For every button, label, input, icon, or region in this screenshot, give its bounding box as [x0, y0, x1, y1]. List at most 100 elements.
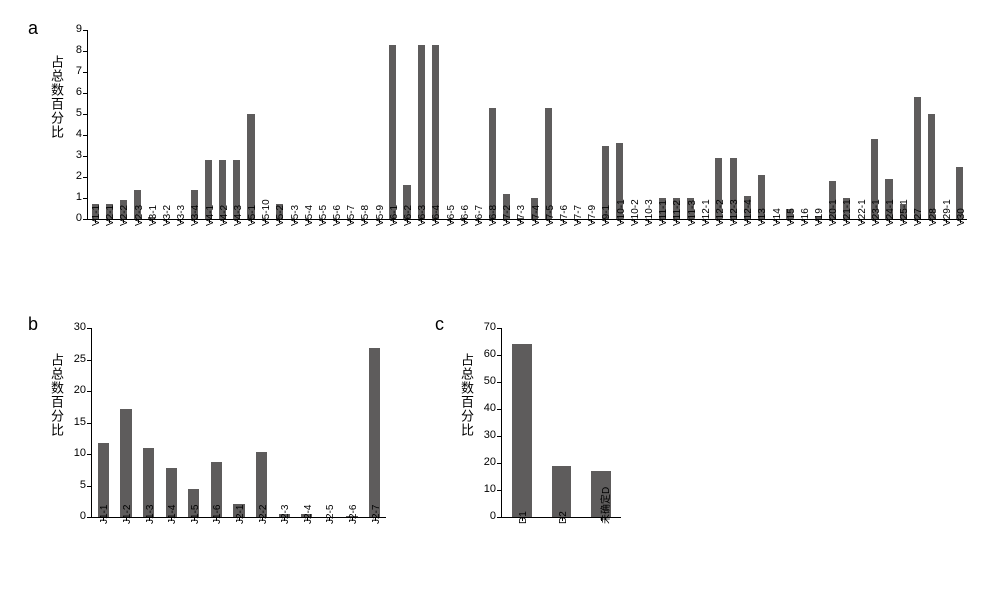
- x-tick-label: J2-6: [348, 505, 359, 524]
- y-tick-label: 1: [58, 191, 82, 203]
- x-tick-label: V30: [956, 208, 967, 226]
- x-tick-label: V5-1: [247, 205, 258, 226]
- y-tick-label: 70: [472, 321, 496, 333]
- y-tick-mark: [497, 517, 501, 518]
- y-tick-mark: [83, 93, 87, 94]
- y-tick-label: 5: [62, 479, 86, 491]
- panel-a-plot: 0123456789V1-1V2-1V2-2V2-3V3-1V3-2V3-3V3…: [87, 30, 967, 220]
- y-tick-label: 25: [62, 353, 86, 365]
- x-tick-label: V7-4: [531, 205, 542, 226]
- y-tick-label: 50: [472, 375, 496, 387]
- x-tick-label: J2-3: [280, 505, 291, 524]
- x-tick-label: V10-3: [644, 199, 655, 226]
- x-tick-label: V23-1: [871, 199, 882, 226]
- x-tick-label: J2-4: [303, 505, 314, 524]
- x-tick-label: D2: [558, 511, 569, 524]
- bar: [512, 344, 532, 517]
- y-tick-mark: [87, 486, 91, 487]
- x-tick-label: V6-4: [431, 205, 442, 226]
- x-tick-label: V3-1: [148, 205, 159, 226]
- bar: [418, 45, 425, 219]
- x-tick-label: V12-4: [743, 199, 754, 226]
- x-tick-label: V5-3: [290, 205, 301, 226]
- y-tick-mark: [87, 423, 91, 424]
- x-tick-label: V7-6: [559, 205, 570, 226]
- x-tick-label: J1-3: [145, 505, 156, 524]
- x-tick-label: V4-2: [219, 205, 230, 226]
- y-tick-mark: [83, 72, 87, 73]
- x-tick-label: V19: [814, 208, 825, 226]
- y-tick-label: 0: [62, 510, 86, 522]
- x-tick-label: V7-5: [545, 205, 556, 226]
- bar: [369, 348, 380, 517]
- x-tick-label: V11-3: [687, 200, 698, 226]
- y-tick-mark: [497, 490, 501, 491]
- x-tick-label: J2-5: [325, 505, 336, 524]
- y-tick-mark: [87, 391, 91, 392]
- x-tick-label: V4-1: [205, 205, 216, 226]
- x-tick-label: J1-1: [99, 505, 110, 524]
- y-tick-mark: [83, 114, 87, 115]
- y-tick-mark: [83, 135, 87, 136]
- panel-b-plot: 051015202530J1-1J1-2J1-3J1-4J1-5J1-6J2-1…: [91, 328, 386, 518]
- x-tick-label: V12-1: [701, 199, 712, 226]
- x-tick-label: V12-2: [715, 199, 726, 226]
- x-tick-label: V9-1: [601, 205, 612, 226]
- x-tick-label: V3-2: [162, 205, 173, 226]
- y-tick-label: 20: [472, 456, 496, 468]
- y-tick-label: 60: [472, 348, 496, 360]
- x-tick-label: V5-7: [346, 205, 357, 226]
- x-tick-label: V6-8: [488, 205, 499, 226]
- x-tick-label: V11-1: [658, 200, 669, 226]
- x-tick-label: V7-7: [573, 205, 584, 226]
- x-tick-label: V11-2: [672, 200, 683, 226]
- x-tick-label: V12-3: [729, 199, 740, 226]
- y-tick-mark: [87, 360, 91, 361]
- x-tick-label: J1-2: [122, 505, 133, 524]
- y-tick-mark: [497, 382, 501, 383]
- y-tick-label: 20: [62, 384, 86, 396]
- x-tick-label: V24-1: [885, 199, 896, 226]
- y-tick-label: 9: [58, 23, 82, 35]
- y-tick-mark: [83, 156, 87, 157]
- bar: [914, 97, 921, 219]
- panel-c-label: c: [435, 314, 444, 335]
- x-tick-label: J2-7: [371, 505, 382, 524]
- y-tick-label: 3: [58, 149, 82, 161]
- x-tick-label: V1-1: [91, 205, 102, 226]
- y-tick-label: 0: [58, 212, 82, 224]
- x-tick-label: V27: [913, 208, 924, 226]
- x-tick-label: J2-1: [235, 505, 246, 524]
- y-tick-label: 8: [58, 44, 82, 56]
- y-tick-mark: [87, 517, 91, 518]
- y-tick-label: 10: [62, 447, 86, 459]
- x-tick-label: V29-1: [942, 199, 953, 226]
- y-tick-mark: [497, 328, 501, 329]
- x-tick-label: V6-2: [403, 205, 414, 226]
- panel-a-label: a: [28, 18, 38, 39]
- x-tick-label: V13: [757, 208, 768, 226]
- x-tick-label: J1-4: [167, 505, 178, 524]
- x-tick-label: V15: [786, 208, 797, 226]
- x-tick-label: V10-2: [630, 199, 641, 226]
- x-tick-label: V16: [800, 208, 811, 226]
- x-tick-label: J1-6: [212, 505, 223, 524]
- y-tick-label: 0: [472, 510, 496, 522]
- y-tick-mark: [87, 454, 91, 455]
- x-tick-label: V5-4: [304, 205, 315, 226]
- y-tick-mark: [87, 328, 91, 329]
- x-tick-label: V5-8: [360, 205, 371, 226]
- x-tick-label: V5-10: [261, 199, 272, 226]
- x-tick-label: V6-6: [460, 205, 471, 226]
- x-tick-label: V5-9: [375, 205, 386, 226]
- y-tick-label: 10: [472, 483, 496, 495]
- y-tick-label: 5: [58, 107, 82, 119]
- bar: [489, 108, 496, 219]
- x-tick-label: J1-5: [190, 505, 201, 524]
- x-tick-label: D1: [518, 511, 529, 524]
- y-tick-mark: [83, 198, 87, 199]
- panel-c-plot: 010203040506070D1D2未确定D: [501, 328, 621, 518]
- x-tick-label: V28: [928, 208, 939, 226]
- x-tick-label: V5-2: [275, 205, 286, 226]
- y-tick-mark: [83, 51, 87, 52]
